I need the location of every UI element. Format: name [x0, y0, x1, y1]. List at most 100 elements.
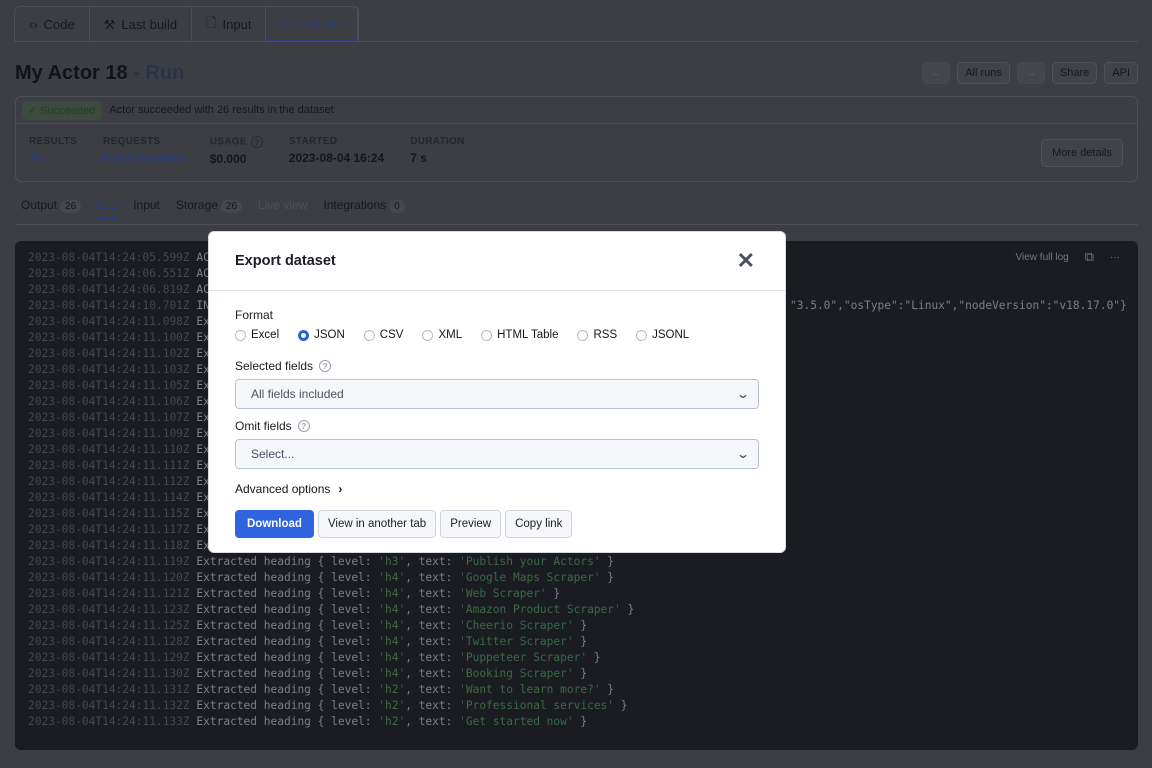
radio-unchecked-icon[interactable] — [235, 329, 246, 341]
format-radio-csv[interactable]: CSV — [363, 329, 403, 341]
preview-button[interactable]: Preview — [440, 510, 502, 538]
subtab-live-view[interactable]: Live view — [258, 198, 307, 220]
stat-label-text: RESULTS — [29, 136, 78, 147]
log-line: 2023-08-04T14:24:11.128Z Extracted headi… — [28, 634, 634, 650]
divider — [14, 41, 1138, 42]
stat-label-text: DURATION — [410, 136, 465, 147]
status-badge: ✓ Succeeded — [22, 100, 102, 120]
radio-checked-icon[interactable] — [298, 329, 310, 341]
omit-fields-select[interactable]: Select... ⌄ — [235, 439, 759, 469]
subtab-output[interactable]: Output 26 — [21, 198, 82, 220]
view-in-another-tab-button[interactable]: View in another tab — [317, 510, 437, 538]
log-line: 2023-08-04T14:24:11.106Z Ex — [28, 394, 634, 410]
stat-value: 7 s — [410, 151, 427, 165]
export-dataset-dialog: Export dataset ✕ Format Excel JSON CSV XML H… — [208, 231, 786, 553]
log-line: 2023-08-04T14:24:11.102Z Ex — [28, 346, 634, 362]
format-radio-rss[interactable]: RSS — [577, 329, 617, 341]
radio-unchecked-icon[interactable] — [363, 329, 375, 341]
log-line: 2023-08-04T14:24:11.117Z Ex — [28, 522, 634, 538]
log-line: 2023-08-04T14:24:06.551Z AC — [28, 266, 634, 282]
advanced-options-toggle[interactable]: Advanced options › — [235, 482, 759, 496]
help-icon[interactable]: ? — [297, 420, 310, 432]
log-message: Ex — [196, 443, 210, 456]
tab-input[interactable]: 🗋 Input — [192, 7, 267, 42]
stat-value[interactable]: 0 of 0 handled — [103, 151, 184, 165]
radio-unchecked-icon[interactable] — [636, 329, 648, 341]
log-level: 'h2' — [378, 683, 406, 696]
stat-label-text: REQUESTS — [103, 136, 161, 147]
subtab-log[interactable]: Log — [97, 198, 118, 220]
help-icon[interactable]: ? — [250, 136, 263, 148]
log-text: 'Cheerio Scraper' — [459, 619, 574, 632]
log-timestamp: 2023-08-04T14:24:11.130Z — [28, 667, 190, 680]
subtab-label: Storage — [175, 198, 218, 212]
log-text: 'Professional services' — [459, 699, 615, 712]
log-message: Extracted heading { level: — [196, 715, 379, 728]
next-run-button[interactable]: → — [1016, 62, 1045, 84]
log-message: Ex — [196, 427, 210, 440]
api-button[interactable]: API — [1104, 62, 1138, 84]
format-radio-html-table[interactable]: HTML Table — [481, 329, 558, 341]
share-button[interactable]: Share — [1051, 62, 1098, 84]
subtab-storage[interactable]: Storage 26 — [175, 198, 243, 220]
log-text: 'Get started now' — [459, 715, 574, 728]
log-timestamp: 2023-08-04T14:24:11.131Z — [28, 683, 190, 696]
format-radio-jsonl[interactable]: JSONL — [636, 329, 689, 341]
chevron-down-icon: ⌄ — [735, 387, 751, 401]
subtab-input[interactable]: Input — [133, 198, 160, 220]
log-line: 2023-08-04T14:24:11.111Z Ex — [28, 458, 634, 474]
format-radio-xml[interactable]: XML — [422, 329, 462, 341]
subtab-label: Input — [133, 198, 160, 212]
radio-unchecked-icon[interactable] — [481, 329, 493, 341]
status-bar: ✓ Succeeded Actor succeeded with 26 resu… — [16, 97, 1137, 124]
all-runs-button[interactable]: All runs — [957, 62, 1010, 84]
count-badge: 26 — [220, 200, 243, 213]
log-message: Ex — [196, 395, 210, 408]
log-message: Ex — [196, 523, 210, 536]
log-message: } — [620, 603, 635, 616]
subtab-integrations[interactable]: Integrations 0 — [323, 198, 405, 220]
radio-unchecked-icon[interactable] — [422, 329, 434, 341]
copy-icon[interactable]: ⧉ — [1084, 249, 1094, 264]
more-details-button[interactable]: More details — [1041, 139, 1123, 167]
selected-fields-select[interactable]: All fields included ⌄ — [235, 379, 759, 409]
log-text: 'Want to learn more?' — [459, 683, 601, 696]
run-toolbar: ← All runs → Share API — [922, 62, 1138, 84]
close-icon[interactable]: ✕ — [736, 248, 755, 273]
more-options-icon[interactable]: ··· — [1110, 251, 1120, 263]
log-message: } — [587, 651, 601, 664]
log-timestamp: 2023-08-04T14:24:11.121Z — [28, 587, 190, 600]
stat-duration: DURATION 7 s — [410, 136, 464, 166]
dialog-title: Export dataset — [235, 253, 336, 269]
view-full-log-link[interactable]: View full log — [1015, 251, 1069, 263]
radio-unchecked-icon[interactable] — [577, 329, 589, 341]
subtab-label: Output — [21, 198, 58, 212]
chevron-down-icon: ⌄ — [735, 447, 751, 461]
log-line: 2023-08-04T14:24:11.120Z Extracted headi… — [28, 570, 634, 586]
stat-label: RESULTS — [29, 136, 77, 147]
log-line: 2023-08-04T14:24:10.701Z IN — [28, 298, 634, 314]
tab-last-run[interactable]: ▷ Last run — [266, 7, 359, 42]
log-timestamp: 2023-08-04T14:24:06.551Z — [28, 267, 190, 280]
stat-value: 2023-08-04 16:24 — [288, 151, 385, 165]
log-message: Ex — [196, 331, 210, 344]
stat-value[interactable]: 26 — [29, 151, 43, 165]
format-radio-json[interactable]: JSON — [298, 329, 345, 341]
format-radio-excel[interactable]: Excel — [235, 329, 279, 341]
log-timestamp: 2023-08-04T14:24:11.133Z — [28, 715, 190, 728]
log-message: Ex — [196, 315, 210, 328]
copy-link-button[interactable]: Copy link — [505, 510, 573, 538]
tab-last-build[interactable]: ⚒ Last build — [90, 7, 193, 42]
tab-code[interactable]: ‹› Code — [15, 7, 90, 42]
download-button[interactable]: Download — [235, 510, 314, 538]
advanced-options-label: Advanced options — [235, 482, 331, 496]
log-line: 2023-08-04T14:24:06.819Z AC — [28, 282, 634, 298]
log-toolbar: View full log ⧉ ··· — [1016, 249, 1120, 265]
stat-usage: USAGE? $0.000 — [210, 136, 263, 166]
log-timestamp: 2023-08-04T14:24:11.117Z — [28, 523, 190, 536]
selected-fields-label: Selected fields? — [235, 359, 759, 373]
run-stats: RESULTS 26 REQUESTS 0 of 0 handled USAGE? $0.… — [16, 124, 1137, 166]
help-icon[interactable]: ? — [319, 360, 332, 372]
log-message: Extracted heading { level: — [196, 683, 379, 696]
previous-run-button[interactable]: ← — [922, 62, 951, 84]
